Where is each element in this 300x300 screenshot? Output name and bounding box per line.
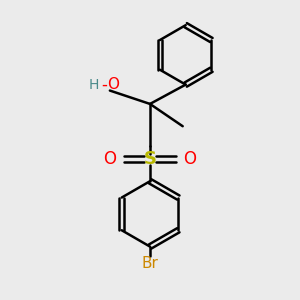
Text: O: O [107,77,119,92]
Text: -: - [101,76,107,94]
Text: O: O [103,150,116,168]
Text: S: S [143,150,157,168]
Text: H: H [88,78,99,92]
Text: Br: Br [142,256,158,271]
Text: O: O [184,150,196,168]
